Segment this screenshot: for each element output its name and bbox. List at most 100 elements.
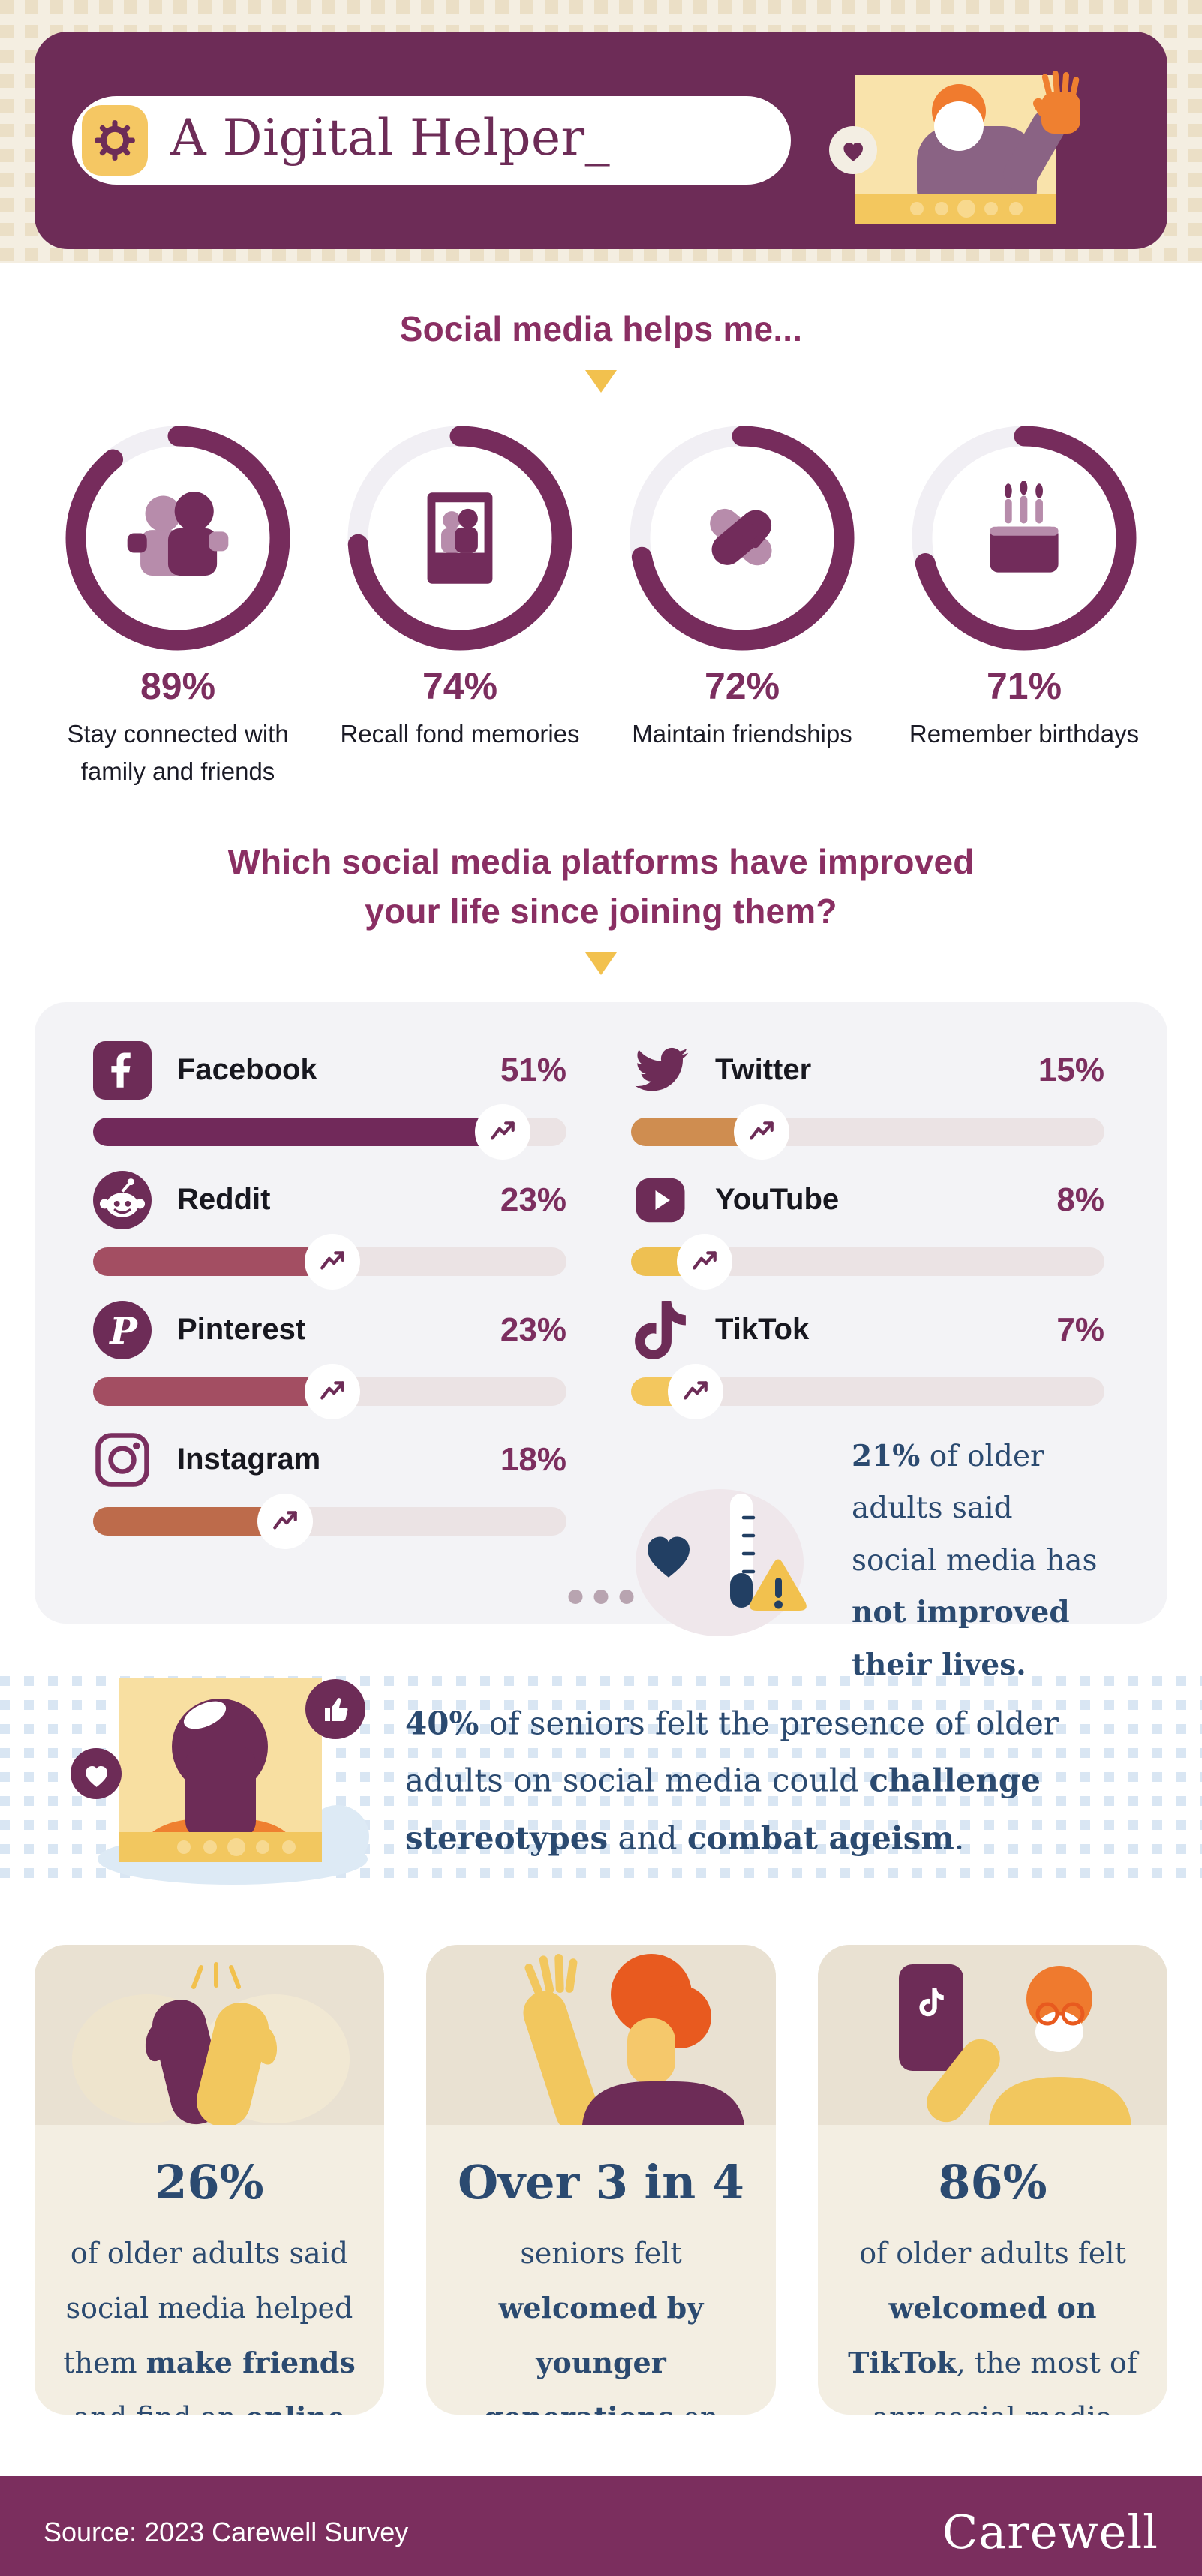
bar-track <box>631 1233 1104 1290</box>
thumbs-up-badge-icon <box>305 1678 365 1739</box>
platform-row-instagram: Instagram 18% <box>93 1431 566 1549</box>
waving-person-illustration <box>426 1944 776 2125</box>
twitter-icon <box>635 1047 689 1091</box>
bar-fill <box>93 1103 531 1160</box>
carewell-logo: Carewell <box>942 2505 1158 2560</box>
triangle-down-icon <box>585 952 617 975</box>
reddit-icon <box>93 1170 152 1229</box>
trend-up-icon <box>677 1233 733 1290</box>
gear-icon <box>82 105 148 176</box>
card-welcomed-tiktok: 86% of older adults felt welcomed on Tik… <box>818 1944 1167 2415</box>
trend-up-icon <box>305 1233 361 1290</box>
bar-track <box>631 1103 1104 1160</box>
platform-label: YouTube <box>715 1183 840 1217</box>
platform-label: Instagram <box>177 1443 321 1476</box>
stat-stay-connected: 89% Stay connected with family and frien… <box>51 426 305 790</box>
platform-value: 18% <box>500 1440 566 1478</box>
heading-line-2: your life since joining them? <box>365 891 837 931</box>
bar-fill <box>631 1233 733 1290</box>
card-headline: 26% <box>155 2154 264 2210</box>
high-five-illustration <box>35 1944 384 2125</box>
progress-ring <box>65 426 290 651</box>
stat-label: Recall fond memories <box>340 720 580 748</box>
progress-ring <box>630 426 855 651</box>
not-improved-note: 21% of older adults said social media ha… <box>631 1431 1104 1691</box>
section-social-media-helps: Social media helps me... <box>0 263 1202 790</box>
stat-label: Maintain friendships <box>632 720 852 748</box>
bar-fill <box>631 1103 789 1160</box>
tiktok-selfie-illustration <box>818 1944 1167 2125</box>
bar-fill <box>93 1233 361 1290</box>
stat-recall-memories: 74% Recall fond memories <box>333 426 587 790</box>
platform-row-twitter: Twitter 15% <box>631 1041 1104 1160</box>
pinterest-icon: P <box>93 1300 152 1359</box>
progress-ring <box>347 426 572 651</box>
stat-percentage: 89% <box>140 665 216 708</box>
platform-row-facebook: Facebook 51% <box>93 1040 566 1160</box>
title-search-bar: A Digital Helper_ <box>72 96 791 185</box>
section-platforms: Which social media platforms have improv… <box>0 838 1202 975</box>
card-headline: Over 3 in 4 <box>458 2154 744 2210</box>
heart-badge-icon <box>71 1747 122 1799</box>
bar-track <box>93 1493 566 1549</box>
birthday-cake-icon <box>990 481 1059 573</box>
trend-up-icon <box>733 1103 789 1160</box>
section-challenge-stereotypes: 40% of seniors felt the presence of olde… <box>0 1675 1202 1886</box>
stat-percentage: 71% <box>986 665 1062 708</box>
section-heading: Which social media platforms have improv… <box>0 838 1202 936</box>
bar-track <box>93 1233 566 1290</box>
tiktok-icon <box>635 1300 686 1359</box>
platform-label: Pinterest <box>177 1313 306 1347</box>
progress-ring <box>912 426 1137 651</box>
platforms-column-left: Facebook 51% <box>93 1040 566 1624</box>
trend-up-icon <box>257 1493 314 1549</box>
pagination-dot[interactable] <box>568 1589 583 1604</box>
card-text: seniors felt welcomed by younger generat… <box>484 2236 719 2415</box>
source-text: Source: 2023 Carewell Survey <box>44 2516 409 2547</box>
waving-hand-icon <box>1033 71 1080 134</box>
heading-line-1: Which social media platforms have improv… <box>227 842 975 882</box>
platform-row-pinterest: P Pinterest 23% <box>93 1300 566 1419</box>
bar-track <box>93 1103 566 1160</box>
platform-value: 8% <box>1056 1181 1104 1218</box>
hero-card: A Digital Helper_ <box>35 32 1167 249</box>
stereotypes-text: 40% of seniors felt the presence of olde… <box>405 1705 1059 1857</box>
stat-percentage: 72% <box>704 665 780 708</box>
platform-value: 23% <box>500 1311 566 1348</box>
page-title: A Digital Helper_ <box>170 108 611 167</box>
bar-fill <box>93 1493 314 1549</box>
pagination-dots[interactable] <box>568 1589 634 1604</box>
handshake-icon <box>710 509 772 566</box>
hero-banner: A Digital Helper_ <box>0 0 1202 263</box>
heart-badge-icon <box>829 126 877 174</box>
section-heading: Social media helps me... <box>399 309 803 348</box>
stat-maintain-friendships: 72% Maintain friendships <box>615 426 869 790</box>
stat-remember-birthdays: 71% Remember birthdays <box>897 426 1151 790</box>
ring-stats-row: 89% Stay connected with family and frien… <box>0 426 1202 790</box>
video-call-illustration <box>829 71 1080 224</box>
platform-row-reddit: Reddit 23% <box>93 1170 566 1290</box>
platform-row-youtube: YouTube 8% <box>631 1171 1104 1290</box>
platform-value: 51% <box>500 1051 566 1088</box>
platforms-column-right: Twitter 15% YouTub <box>631 1041 1104 1682</box>
pagination-dot[interactable] <box>593 1589 609 1604</box>
thermometer-warning-icon <box>636 1489 807 1637</box>
note-text: 21% of older adults said social media ha… <box>852 1438 1098 1682</box>
instagram-icon <box>95 1433 149 1487</box>
card-text: of older adults felt welcomed on TikTok,… <box>848 2236 1137 2415</box>
card-text: of older adults said social media helped… <box>63 2236 356 2415</box>
triangle-down-icon <box>585 370 617 393</box>
card-welcomed-by-younger: Over 3 in 4 seniors felt welcomed by you… <box>426 1944 776 2415</box>
family-icon <box>127 492 229 576</box>
footer: Source: 2023 Carewell Survey Carewell <box>0 2475 1202 2576</box>
platform-row-tiktok: TikTok 7% <box>631 1300 1104 1419</box>
platform-label: Reddit <box>177 1183 271 1217</box>
platform-value: 23% <box>500 1181 566 1218</box>
bar-track <box>93 1363 566 1419</box>
stat-label: Stay connected with family and friends <box>67 720 289 785</box>
platform-label: Twitter <box>715 1053 812 1087</box>
bar-fill <box>631 1363 723 1419</box>
card-make-friends: 26% of older adults said social media he… <box>35 1944 384 2415</box>
pagination-dot[interactable] <box>619 1589 634 1604</box>
